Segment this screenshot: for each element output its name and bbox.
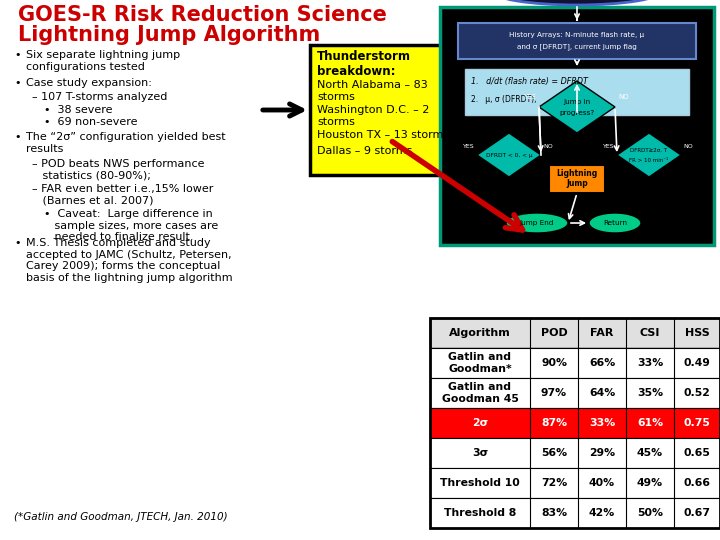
Text: (*Gatlin and Goodman, JTECH, Jan. 2010): (*Gatlin and Goodman, JTECH, Jan. 2010): [14, 512, 228, 522]
Text: Algorithm: Algorithm: [449, 328, 511, 338]
Text: Threshold 8: Threshold 8: [444, 508, 516, 518]
Text: •: •: [14, 78, 20, 88]
Ellipse shape: [492, 0, 662, 5]
Text: 40%: 40%: [589, 478, 615, 488]
Text: Case study expansion:: Case study expansion:: [26, 78, 152, 88]
FancyBboxPatch shape: [430, 318, 720, 348]
Text: – FAR even better i.e.,15% lower
   (Barnes et al. 2007): – FAR even better i.e.,15% lower (Barnes…: [32, 184, 213, 206]
Text: 97%: 97%: [541, 388, 567, 398]
Text: YES: YES: [603, 145, 615, 150]
FancyBboxPatch shape: [430, 438, 720, 468]
Text: 33%: 33%: [637, 358, 663, 368]
FancyBboxPatch shape: [440, 7, 714, 245]
Text: FR > 10 min⁻¹: FR > 10 min⁻¹: [629, 158, 669, 163]
Text: North Alabama – 83
storms: North Alabama – 83 storms: [317, 80, 428, 102]
FancyBboxPatch shape: [310, 45, 485, 175]
Polygon shape: [539, 81, 615, 133]
Text: 0.65: 0.65: [683, 448, 711, 458]
Text: Gatlin and
Goodman*: Gatlin and Goodman*: [448, 352, 512, 374]
Text: Washington D.C. – 2
storms: Washington D.C. – 2 storms: [317, 105, 429, 126]
Text: •  Caveat:  Large difference in
   sample sizes, more cases are
   needed to fin: • Caveat: Large difference in sample siz…: [44, 209, 218, 242]
FancyBboxPatch shape: [465, 69, 689, 115]
Text: 0.66: 0.66: [683, 478, 711, 488]
Text: Houston TX – 13 storms: Houston TX – 13 storms: [317, 130, 449, 140]
Text: 33%: 33%: [589, 418, 615, 428]
Text: 66%: 66%: [589, 358, 615, 368]
Text: 1.   d/dt (flash rate) = DFRDT: 1. d/dt (flash rate) = DFRDT: [471, 77, 588, 86]
Text: Return: Return: [603, 220, 627, 226]
FancyBboxPatch shape: [430, 378, 720, 408]
Text: Jump in: Jump in: [564, 99, 590, 105]
FancyBboxPatch shape: [458, 23, 696, 59]
Text: YES: YES: [523, 94, 536, 100]
Text: 2σ: 2σ: [472, 418, 488, 428]
Text: •  69 non-severe: • 69 non-severe: [44, 117, 138, 127]
Text: – 107 T-storms analyzed: – 107 T-storms analyzed: [32, 92, 167, 102]
Text: Jump: Jump: [566, 179, 588, 188]
Text: Lightning Jump Algorithm: Lightning Jump Algorithm: [18, 25, 320, 45]
Text: 64%: 64%: [589, 388, 615, 398]
Text: •: •: [14, 238, 20, 248]
Text: M.S. Thesis completed and study
accepted to JAMC (Schultz, Petersen,
Carey 2009): M.S. Thesis completed and study accepted…: [26, 238, 233, 283]
Text: Threshold 10: Threshold 10: [440, 478, 520, 488]
Text: 2.   μ, σ (DFRDT);: 2. μ, σ (DFRDT);: [471, 95, 536, 104]
Text: GOES-R Risk Reduction Science: GOES-R Risk Reduction Science: [18, 5, 387, 25]
Text: 0.52: 0.52: [683, 388, 711, 398]
Text: 72%: 72%: [541, 478, 567, 488]
Text: History Arrays: N-minute flash rate, μ: History Arrays: N-minute flash rate, μ: [510, 32, 644, 38]
Text: •  38 severe: • 38 severe: [44, 105, 112, 115]
Text: Thunderstorm
breakdown:: Thunderstorm breakdown:: [317, 50, 411, 78]
Text: and σ [DFRDT], current jump flag: and σ [DFRDT], current jump flag: [517, 44, 637, 50]
Text: HSS: HSS: [685, 328, 709, 338]
Ellipse shape: [589, 213, 641, 233]
Text: NO: NO: [683, 145, 693, 150]
Text: 0.49: 0.49: [683, 358, 711, 368]
Polygon shape: [477, 133, 541, 177]
Text: Jump End: Jump End: [520, 220, 554, 226]
Text: Lightning: Lightning: [557, 170, 598, 179]
FancyBboxPatch shape: [549, 165, 605, 193]
Text: 90%: 90%: [541, 358, 567, 368]
Text: POD: POD: [541, 328, 567, 338]
FancyBboxPatch shape: [430, 348, 720, 378]
Text: YES: YES: [464, 145, 475, 150]
Text: Six separate lightning jump
configurations tested: Six separate lightning jump configuratio…: [26, 50, 180, 72]
Text: •: •: [14, 50, 20, 60]
Text: 87%: 87%: [541, 418, 567, 428]
Text: DFRDT≥2σ, T: DFRDT≥2σ, T: [631, 147, 667, 152]
Text: 45%: 45%: [637, 448, 663, 458]
Text: 49%: 49%: [637, 478, 663, 488]
Text: 50%: 50%: [637, 508, 663, 518]
FancyBboxPatch shape: [430, 498, 720, 528]
Text: 0.67: 0.67: [683, 508, 711, 518]
Ellipse shape: [506, 213, 568, 233]
Text: FAR: FAR: [590, 328, 613, 338]
Text: 42%: 42%: [589, 508, 615, 518]
FancyBboxPatch shape: [430, 408, 720, 438]
Text: 0.75: 0.75: [683, 418, 711, 428]
Text: NO: NO: [543, 145, 553, 150]
Text: Dallas – 9 storms: Dallas – 9 storms: [317, 146, 413, 156]
Text: 61%: 61%: [637, 418, 663, 428]
Polygon shape: [617, 133, 681, 177]
Text: The “2σ” configuration yielded best
results: The “2σ” configuration yielded best resu…: [26, 132, 225, 153]
Text: 83%: 83%: [541, 508, 567, 518]
Text: NO: NO: [618, 94, 629, 100]
Text: DFRDT < 0, < μ: DFRDT < 0, < μ: [486, 152, 532, 158]
Text: Gatlin and
Goodman 45: Gatlin and Goodman 45: [441, 382, 518, 404]
Text: •: •: [14, 132, 20, 142]
Text: progress?: progress?: [559, 110, 595, 116]
Text: 35%: 35%: [637, 388, 663, 398]
Text: – POD beats NWS performance
   statistics (80-90%);: – POD beats NWS performance statistics (…: [32, 159, 204, 180]
FancyBboxPatch shape: [430, 468, 720, 498]
Text: CSI: CSI: [640, 328, 660, 338]
Text: 29%: 29%: [589, 448, 615, 458]
Text: 56%: 56%: [541, 448, 567, 458]
Text: 3σ: 3σ: [472, 448, 488, 458]
